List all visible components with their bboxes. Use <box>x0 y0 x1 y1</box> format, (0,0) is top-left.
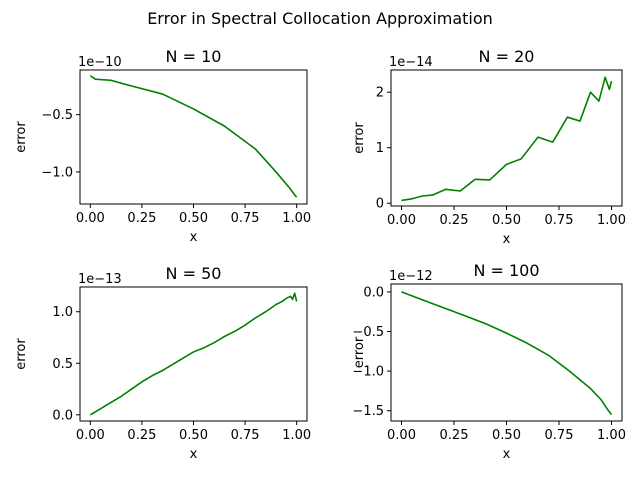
axes-frame <box>390 283 623 422</box>
x-tick-label: 0.75 <box>545 428 574 443</box>
y-offset-text: 1e−13 <box>78 272 122 287</box>
y-tick-label: −1.5 <box>352 404 384 419</box>
subplot-title: N = 20 <box>479 47 535 66</box>
subplot-n20: N = 20 1e−14 x error 0.00 0.25 0.50 0.75 1.0… <box>352 47 626 247</box>
x-tick-label: 0.75 <box>545 213 574 228</box>
x-tick-label: 1.00 <box>597 428 626 443</box>
x-tick-label: 0.25 <box>127 428 156 443</box>
x-tick-label: 0.00 <box>387 428 416 443</box>
y-tick-label: −1.0 <box>41 165 73 180</box>
subplot-n50: N = 50 1e−13 x error 0.00 0.25 0.50 0.75 1.0… <box>14 264 311 462</box>
y-tick-label: 2 <box>376 86 384 101</box>
x-tick-label: 0.00 <box>76 211 105 226</box>
series-line <box>89 75 298 198</box>
x-tick-label: 0.00 <box>76 428 105 443</box>
y-tick-label: 1 <box>376 141 384 156</box>
y-offset-text: 1e−10 <box>78 55 122 70</box>
y-axis-label: error <box>14 121 29 153</box>
y-tick-label: 0.0 <box>363 285 384 300</box>
y-tick-label: −0.5 <box>41 108 73 123</box>
series-line <box>401 76 613 202</box>
y-axis-label: error <box>14 338 29 370</box>
x-tick-label: 0.25 <box>440 213 469 228</box>
y-tick-label: 0.5 <box>52 357 73 372</box>
axes-frame <box>79 69 308 205</box>
x-axis-label: x <box>190 230 198 245</box>
y-offset-text: 1e−14 <box>389 55 433 70</box>
subplot-n100: N = 100 1e−12 x error 0.00 0.25 0.50 0.75 1.… <box>352 261 626 462</box>
x-tick-label: 1.00 <box>282 211 311 226</box>
y-offset-text: 1e−12 <box>389 269 433 284</box>
subplot-title: N = 100 <box>473 261 539 280</box>
x-axis-label: x <box>503 447 511 462</box>
subplot-title: N = 10 <box>166 47 222 66</box>
x-tick-label: 0.75 <box>231 211 260 226</box>
x-tick-label: 0.50 <box>492 428 521 443</box>
x-tick-label: 0.00 <box>387 213 416 228</box>
x-tick-label: 0.50 <box>492 213 521 228</box>
series-line <box>401 291 613 416</box>
x-tick-label: 0.50 <box>179 428 208 443</box>
subplot-n10: N = 10 1e−10 x error 0.00 0.25 0.50 0.75 1.0… <box>14 47 311 245</box>
x-axis-label: x <box>503 232 511 247</box>
y-tick-label: 0 <box>376 197 384 212</box>
x-axis-label: x <box>190 447 198 462</box>
subplot-title: N = 50 <box>166 264 222 283</box>
y-tick-label: 0.0 <box>52 408 73 423</box>
x-tick-label: 0.75 <box>231 428 260 443</box>
y-axis-label: error <box>352 336 367 368</box>
y-axis-label: error <box>352 122 367 154</box>
y-tick-label: 1.0 <box>52 305 73 320</box>
axes-frame <box>390 69 623 207</box>
x-tick-label: 0.50 <box>179 211 208 226</box>
y-tick-label: −0.5 <box>352 325 384 340</box>
x-tick-label: 0.25 <box>440 428 469 443</box>
series-line <box>89 292 298 416</box>
x-tick-label: 1.00 <box>597 213 626 228</box>
figure-title: Error in Spectral Collocation Approximat… <box>147 9 493 28</box>
x-tick-label: 0.25 <box>127 211 156 226</box>
y-tick-label: −1.0 <box>352 365 384 380</box>
x-tick-label: 1.00 <box>282 428 311 443</box>
